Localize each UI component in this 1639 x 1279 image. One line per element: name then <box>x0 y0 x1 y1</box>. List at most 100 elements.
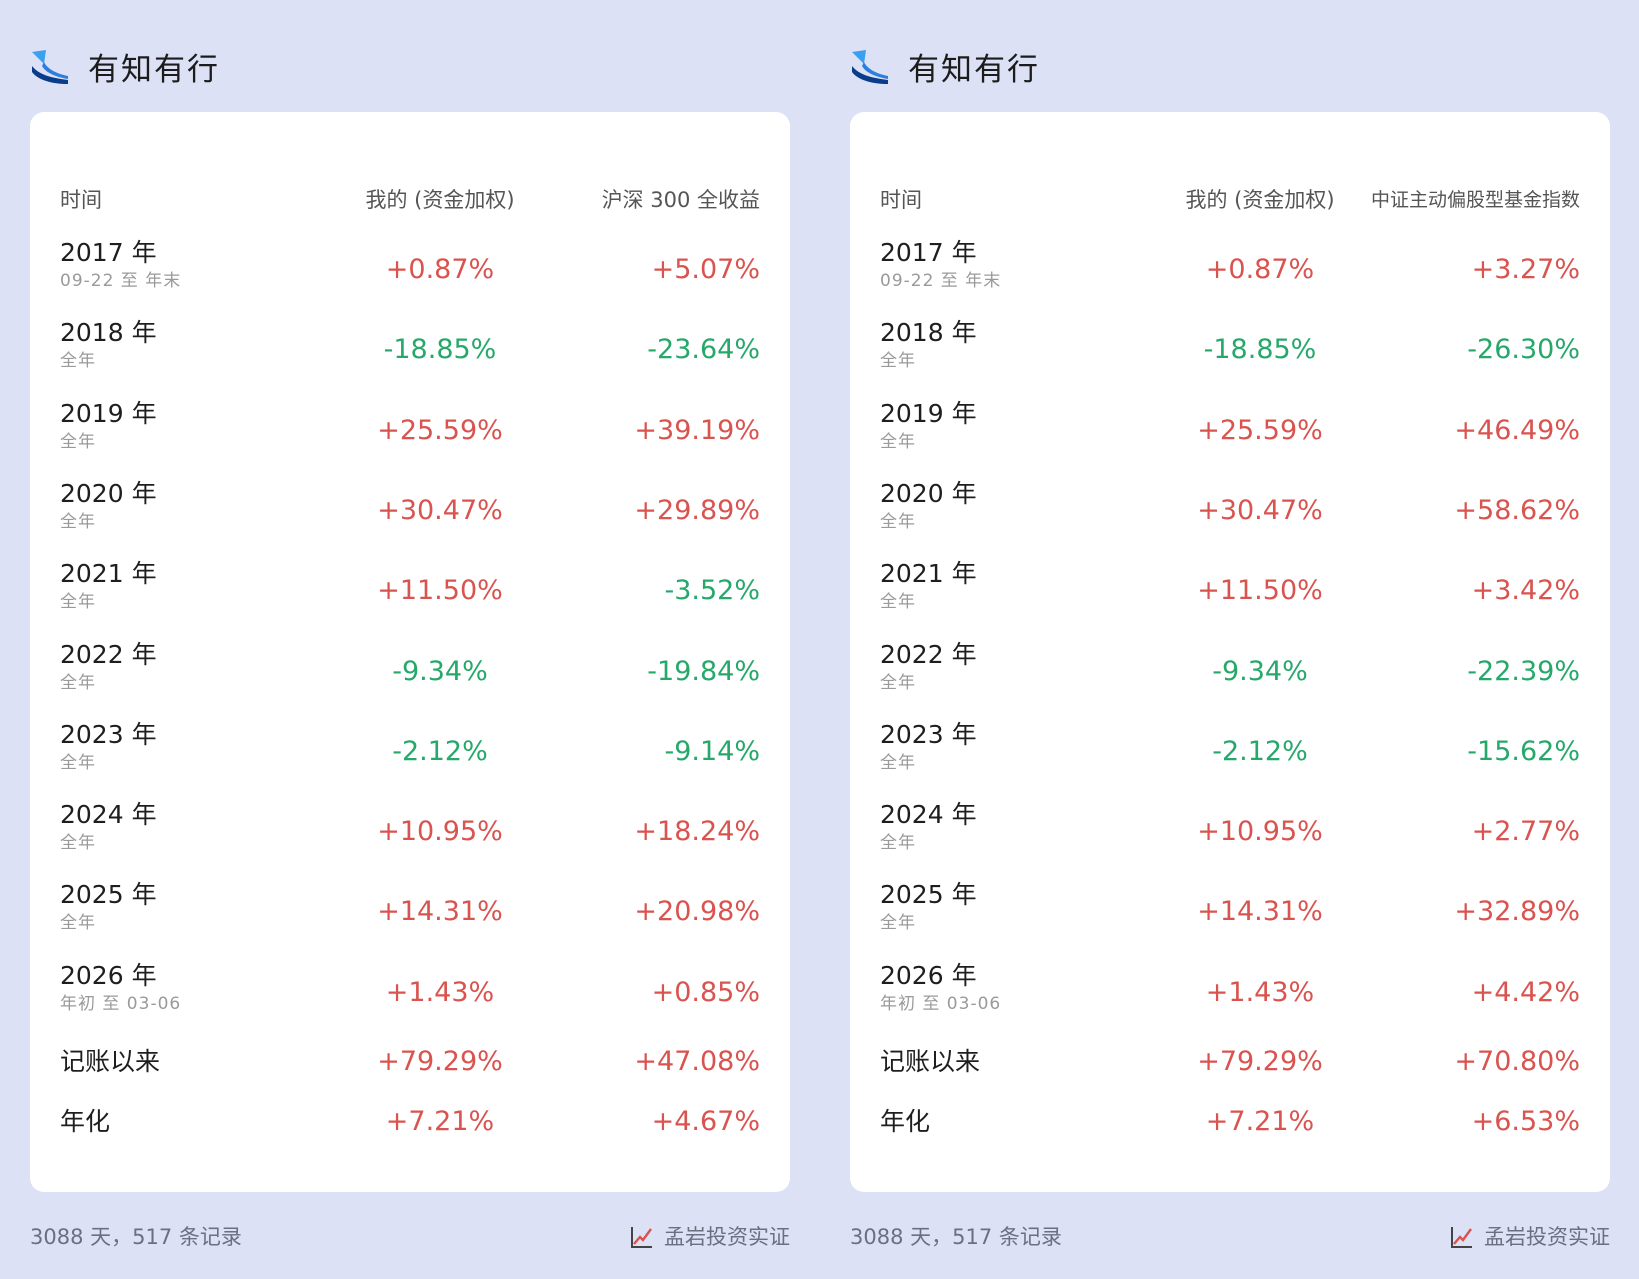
row-year: 2018 年 <box>880 318 977 348</box>
table-row: 2026 年 年初 至 03-06 +1.43% +4.42% <box>850 951 1610 1035</box>
trend-chart-icon <box>1451 1227 1472 1248</box>
summary-label: 年化 <box>880 1107 931 1136</box>
summary-benchmark-value: +4.67% <box>651 1106 760 1137</box>
row-benchmark-value: +29.89% <box>634 494 760 526</box>
table-row: 2024 年 全年 +10.95% +18.24% <box>30 790 790 874</box>
certification[interactable]: 孟岩投资实证 <box>1450 1220 1610 1254</box>
returns-panel-active-fund-index: 有知有行 时间 我的 (资金加权) 中证主动偏股型基金指数 2017 年 09-… <box>850 0 1610 1279</box>
footer-stats: 3088 天，517 条记录 <box>850 1225 1062 1249</box>
row-year: 2025 年 <box>880 880 977 910</box>
row-period: 全年 <box>60 752 96 773</box>
row-period: 09-22 至 年末 <box>880 271 1002 291</box>
table-row: 2023 年 全年 -2.12% -15.62% <box>850 710 1610 794</box>
header-mine: 我的 (资金加权) <box>1185 188 1335 212</box>
header-benchmark: 中证主动偏股型基金指数 <box>1370 189 1580 211</box>
table-row: 2018 年 全年 -18.85% -23.64% <box>30 308 790 392</box>
row-mine-value: +25.59% <box>377 414 503 446</box>
summary-mine-value: +7.21% <box>1205 1106 1315 1137</box>
row-year: 2022 年 <box>60 639 157 669</box>
brand-title: 有知有行 <box>88 51 220 88</box>
summary-mine-value: +79.29% <box>377 1046 503 1077</box>
row-benchmark-value: -9.14% <box>664 735 760 767</box>
row-mine-value: +30.47% <box>377 494 503 526</box>
header-mine: 我的 (资金加权) <box>365 188 515 212</box>
row-year: 2024 年 <box>880 800 977 830</box>
row-period: 全年 <box>880 672 916 693</box>
returns-panel-csi300: 有知有行 时间 我的 (资金加权) 沪深 300 全收益 2017 年 09-2… <box>30 0 790 1279</box>
table-row: 2022 年 全年 -9.34% -22.39% <box>850 630 1610 714</box>
summary-label: 记账以来 <box>60 1047 161 1076</box>
row-period: 全年 <box>880 752 916 773</box>
row-period: 全年 <box>60 351 96 372</box>
row-benchmark-value: +3.27% <box>1471 254 1580 285</box>
certification[interactable]: 孟岩投资实证 <box>630 1220 790 1254</box>
table-row: 2022 年 全年 -9.34% -19.84% <box>30 630 790 714</box>
brand-header: 有知有行 <box>850 44 1040 88</box>
row-benchmark-value: -23.64% <box>647 334 760 366</box>
row-mine-value: -2.12% <box>392 735 488 767</box>
row-period: 全年 <box>880 833 916 854</box>
summary-label: 记账以来 <box>880 1047 981 1076</box>
table-row: 2026 年 年初 至 03-06 +1.43% +0.85% <box>30 951 790 1035</box>
row-mine-value: +11.50% <box>377 575 503 607</box>
summary-row: 记账以来 +79.29% +70.80% <box>850 1032 1610 1092</box>
row-period: 年初 至 03-06 <box>60 993 182 1014</box>
row-year: 2021 年 <box>60 559 157 589</box>
summary-benchmark-value: +47.08% <box>634 1046 760 1077</box>
row-period: 全年 <box>60 431 96 452</box>
row-benchmark-value: +0.85% <box>651 976 760 1008</box>
row-year: 2020 年 <box>880 478 977 508</box>
row-mine-value: +30.47% <box>1197 494 1323 526</box>
wave-logo-icon <box>852 50 888 84</box>
row-year: 2019 年 <box>880 398 977 428</box>
row-period: 全年 <box>880 913 916 934</box>
row-year: 2024 年 <box>60 800 157 830</box>
row-period: 全年 <box>60 913 96 934</box>
table-row: 2018 年 全年 -18.85% -26.30% <box>850 308 1610 392</box>
row-mine-value: +14.31% <box>377 896 503 928</box>
row-benchmark-value: +4.42% <box>1471 976 1580 1008</box>
row-mine-value: +25.59% <box>1197 414 1323 446</box>
row-mine-value: +11.50% <box>1197 575 1323 607</box>
summary-mine-value: +79.29% <box>1197 1046 1323 1077</box>
row-period: 全年 <box>60 592 96 613</box>
row-benchmark-value: +2.77% <box>1471 816 1580 848</box>
summary-row: 年化 +7.21% +4.67% <box>30 1092 790 1152</box>
row-mine-value: -9.34% <box>1212 655 1308 687</box>
summary-label: 年化 <box>60 1107 111 1136</box>
row-year: 2022 年 <box>880 639 977 669</box>
table-row: 2017 年 09-22 至 年末 +0.87% +3.27% <box>850 228 1610 312</box>
header-time: 时间 <box>880 188 922 212</box>
row-mine-value: +0.87% <box>385 254 495 285</box>
wave-logo-icon <box>32 50 68 84</box>
header-benchmark: 沪深 300 全收益 <box>601 188 760 212</box>
cert-label: 孟岩投资实证 <box>664 1225 790 1249</box>
row-mine-value: +1.43% <box>1205 976 1315 1008</box>
summary-benchmark-value: +6.53% <box>1471 1106 1580 1137</box>
row-mine-value: +10.95% <box>377 816 503 848</box>
row-year: 2018 年 <box>60 318 157 348</box>
row-year: 2019 年 <box>60 398 157 428</box>
row-period: 全年 <box>60 511 96 532</box>
returns-card: 时间 我的 (资金加权) 沪深 300 全收益 2017 年 09-22 至 年… <box>30 112 790 1192</box>
cert-label: 孟岩投资实证 <box>1484 1225 1610 1249</box>
row-year: 2023 年 <box>880 719 977 749</box>
table-row: 2021 年 全年 +11.50% -3.52% <box>30 549 790 633</box>
footer: 3088 天，517 条记录 孟岩投资实证 <box>30 1220 790 1254</box>
row-mine-value: -2.12% <box>1212 735 1308 767</box>
footer: 3088 天，517 条记录 孟岩投资实证 <box>850 1220 1610 1254</box>
table-row: 2019 年 全年 +25.59% +46.49% <box>850 389 1610 473</box>
table-header: 时间 我的 (资金加权) 沪深 300 全收益 <box>30 180 790 220</box>
row-period: 全年 <box>880 431 916 452</box>
table-row: 2019 年 全年 +25.59% +39.19% <box>30 389 790 473</box>
row-year: 2020 年 <box>60 478 157 508</box>
row-year: 2021 年 <box>880 559 977 589</box>
row-benchmark-value: +32.89% <box>1454 896 1580 928</box>
table-row: 2020 年 全年 +30.47% +58.62% <box>850 469 1610 553</box>
row-benchmark-value: +18.24% <box>634 816 760 848</box>
row-benchmark-value: -15.62% <box>1467 735 1580 767</box>
summary-benchmark-value: +70.80% <box>1454 1046 1580 1077</box>
brand-title: 有知有行 <box>908 51 1040 88</box>
row-mine-value: +10.95% <box>1197 816 1323 848</box>
row-year: 2017 年 <box>60 238 157 267</box>
